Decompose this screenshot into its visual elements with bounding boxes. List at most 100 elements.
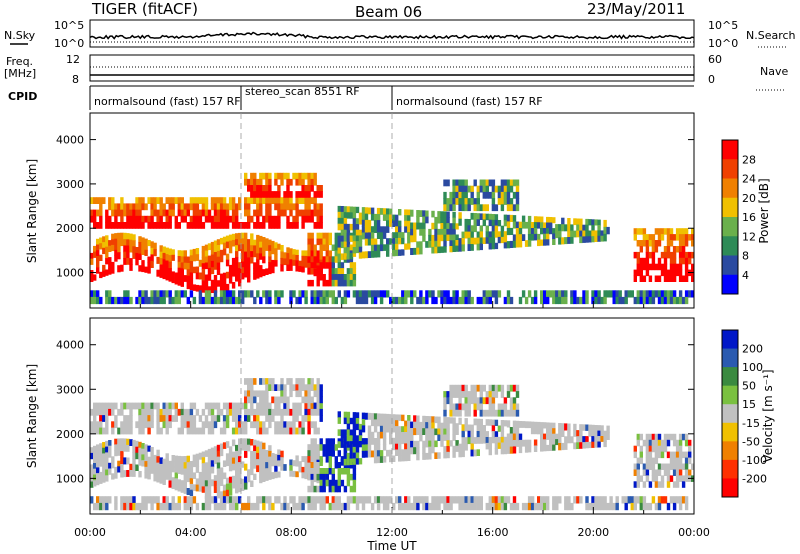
heatmap-cell: [642, 234, 647, 241]
heatmap-cell: [657, 439, 662, 447]
heatmap-cell: [678, 228, 683, 235]
heatmap-cell: [195, 272, 200, 280]
heatmap-cell: [271, 384, 275, 391]
heatmap-cell: [111, 462, 115, 469]
heatmap-cell: [376, 413, 381, 421]
heatmap-cell: [313, 468, 317, 475]
heatmap-cell: [370, 207, 375, 215]
heatmap-cell: [663, 296, 668, 305]
heatmap-cell: [135, 222, 139, 229]
heatmap-cell: [322, 296, 326, 305]
heatmap-cell: [219, 296, 224, 305]
heatmap-cell: [591, 230, 595, 237]
heatmap-cell: [180, 462, 184, 469]
heatmap-cell: [102, 442, 106, 449]
heatmap-cell: [96, 244, 100, 251]
heatmap-cell: [382, 502, 387, 511]
heatmap-cell: [691, 463, 695, 470]
heatmap-cell: [117, 296, 121, 305]
heatmap-cell: [331, 262, 335, 269]
heatmap-cell: [265, 203, 269, 211]
heatmap-cell: [500, 502, 505, 511]
heatmap-cell: [597, 425, 601, 432]
heatmap-cell: [90, 275, 94, 282]
heatmap-cell: [512, 397, 517, 405]
heatmap-cell: [555, 433, 559, 440]
heatmap-cell: [271, 472, 275, 480]
heatmap-cell: [111, 261, 115, 269]
heatmap-cell: [168, 261, 172, 269]
heatmap-cell: [159, 215, 163, 223]
heatmap-cell: [256, 259, 260, 267]
heatmap-cell: [231, 402, 236, 410]
heatmap-cell: [96, 473, 100, 480]
heatmap-cell: [244, 203, 248, 211]
heatmap-cell: [407, 415, 411, 422]
heatmap-cell: [527, 439, 532, 447]
heatmap-cell: [555, 224, 559, 232]
heatmap-cell: [494, 204, 499, 212]
heatmap-cell: [437, 290, 441, 298]
heatmap-cell: [111, 473, 115, 480]
heatmap-cell: [247, 275, 251, 283]
heatmap-cell: [355, 458, 360, 465]
colorbar-tick-label: 50: [742, 380, 756, 393]
heatmap-cell: [274, 408, 278, 416]
heatmap-cell: [235, 427, 239, 435]
heatmap-cell: [530, 427, 535, 435]
heatmap-cell: [238, 203, 242, 211]
heatmap-cell: [455, 240, 459, 247]
heatmap-cell: [195, 459, 200, 467]
heatmap-cell: [376, 456, 381, 464]
heatmap-cell: [594, 436, 598, 443]
heatmap-cell: [114, 249, 118, 257]
heatmap-cell: [500, 420, 505, 427]
heatmap-cell: [325, 250, 329, 257]
heatmap-cell: [307, 191, 311, 198]
heatmap-cell: [210, 466, 215, 474]
heatmap-cell: [425, 496, 429, 504]
heatmap-cell: [488, 442, 492, 450]
heatmap-cell: [126, 239, 130, 247]
heatmap-cell: [485, 502, 489, 511]
heatmap-cell: [540, 427, 544, 435]
heatmap-cell: [165, 209, 169, 217]
heatmap-cell: [150, 209, 154, 217]
heatmap-cell: [238, 222, 242, 229]
heatmap-cell: [265, 468, 269, 475]
heatmap-cell: [295, 471, 299, 478]
heatmap-cell: [235, 275, 239, 282]
heatmap-cell: [512, 409, 517, 417]
heatmap-cell: [621, 296, 625, 305]
heatmap-cell: [313, 402, 317, 410]
heatmap-cell: [310, 485, 314, 493]
heatmap-cell: [268, 450, 272, 458]
heatmap-cell: [189, 496, 194, 504]
heatmap-cell: [512, 384, 517, 392]
heatmap-cell: [228, 402, 233, 410]
heatmap-cell: [307, 485, 311, 493]
heatmap-cell: [633, 451, 637, 459]
heatmap-cell: [253, 439, 257, 446]
heatmap-cell: [123, 496, 127, 504]
heatmap-cell: [446, 223, 450, 230]
heatmap-cell: [657, 502, 662, 511]
heatmap-cell: [225, 235, 230, 243]
heatmap-cell: [174, 197, 178, 204]
heatmap-cell: [289, 427, 293, 435]
heatmap-cell: [189, 427, 194, 435]
heatmap-cell: [349, 473, 354, 481]
heatmap-cell: [594, 441, 598, 448]
heatmap-cell: [395, 220, 399, 227]
heatmap-cell: [678, 251, 683, 259]
heatmap-cell: [537, 239, 541, 247]
heatmap-cell: [479, 179, 483, 187]
heatmap-cell: [434, 228, 438, 236]
heatmap-cell: [277, 185, 281, 192]
heatmap-cell: [467, 424, 471, 432]
heatmap-cell: [428, 234, 432, 242]
heatmap-cell: [642, 240, 647, 247]
heatmap-cell: [147, 267, 151, 274]
heatmap-cell: [189, 489, 194, 496]
